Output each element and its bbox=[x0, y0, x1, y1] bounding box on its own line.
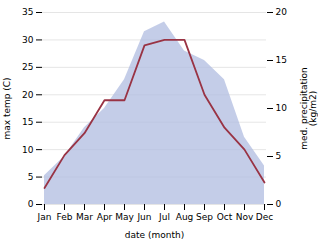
svg-text:10: 10 bbox=[276, 103, 288, 113]
svg-text:Mar: Mar bbox=[76, 212, 93, 222]
svg-text:Dec: Dec bbox=[256, 212, 273, 222]
svg-text:15: 15 bbox=[22, 117, 33, 127]
svg-text:Feb: Feb bbox=[57, 212, 73, 222]
svg-text:max temp (C): max temp (C) bbox=[2, 77, 12, 139]
svg-text:0: 0 bbox=[28, 199, 34, 209]
svg-text:5: 5 bbox=[28, 172, 34, 182]
svg-text:5: 5 bbox=[276, 151, 282, 161]
svg-text:Oct: Oct bbox=[217, 212, 233, 222]
svg-text:Apr: Apr bbox=[97, 212, 113, 222]
svg-text:date (month): date (month) bbox=[125, 230, 184, 240]
svg-text:Sep: Sep bbox=[196, 212, 213, 222]
svg-text:Jul: Jul bbox=[158, 212, 170, 222]
svg-text:15: 15 bbox=[276, 55, 287, 65]
svg-text:20: 20 bbox=[276, 7, 288, 17]
svg-text:30: 30 bbox=[22, 35, 34, 45]
svg-text:Nov: Nov bbox=[236, 212, 254, 222]
svg-text:Jun: Jun bbox=[136, 212, 151, 222]
svg-text:Aug: Aug bbox=[176, 212, 194, 222]
svg-text:med. precipitation(kg/m2): med. precipitation(kg/m2) bbox=[299, 67, 318, 149]
svg-text:35: 35 bbox=[22, 7, 33, 17]
svg-text:Jan: Jan bbox=[37, 212, 52, 222]
svg-text:25: 25 bbox=[22, 62, 33, 72]
svg-text:0: 0 bbox=[276, 199, 282, 209]
svg-text:10: 10 bbox=[22, 145, 34, 155]
svg-text:May: May bbox=[115, 212, 134, 222]
svg-text:20: 20 bbox=[22, 90, 34, 100]
